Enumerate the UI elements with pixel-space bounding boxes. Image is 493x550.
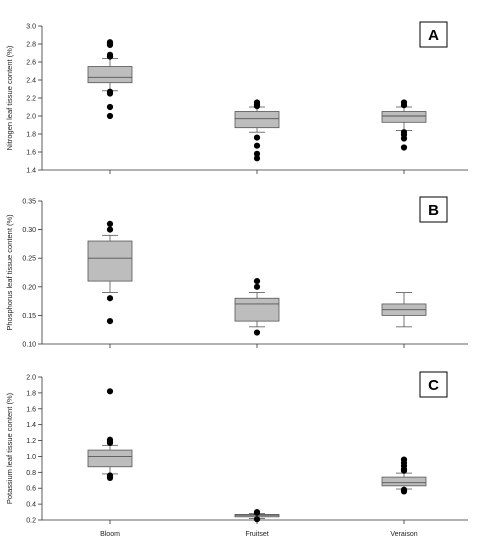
panel-a-y-tick-label: 2.2 bbox=[26, 96, 36, 103]
panel-a-veraison-box bbox=[381, 111, 427, 123]
panel-a-fruitset-outlier-point bbox=[253, 142, 261, 149]
panel-a-y-tick-label: 1.6 bbox=[26, 150, 36, 157]
panel-c-y-tick-label: 1.0 bbox=[26, 454, 36, 461]
panel-b-y-tick-label: 0.25 bbox=[22, 256, 36, 263]
panel-c-letter-frame bbox=[419, 371, 448, 398]
panel-a-fruitset-outlier-point bbox=[253, 134, 261, 141]
panel-c-veraison-outlier-point bbox=[400, 486, 408, 493]
panel-c-bloom-outlier-point bbox=[106, 472, 114, 479]
panel-a-letter: A bbox=[428, 27, 439, 44]
x-tick-label-fruitset: Fruitset bbox=[245, 531, 268, 538]
panel-c-y-tick-label: 1.6 bbox=[26, 406, 36, 413]
panel-b-bloom-outlier-point bbox=[106, 295, 114, 302]
panel-b-letter: B bbox=[428, 202, 439, 219]
panel-c-y-tick-label: 0.8 bbox=[26, 470, 36, 477]
panel-b-fruitset-box bbox=[234, 297, 280, 322]
panel-a-y-tick-label: 1.4 bbox=[26, 168, 36, 175]
panel-b-y-tick-label: 0.35 bbox=[22, 199, 36, 206]
panel-b-y-axis-label: Phosphorus leaf tissue content (%) bbox=[5, 214, 14, 331]
panel-b-y-tick-label: 0.10 bbox=[22, 342, 36, 349]
panel-b-bloom-box bbox=[87, 240, 133, 282]
panel-a-veraison-outlier-point bbox=[400, 99, 408, 106]
panel-a-fruitset-outlier-point bbox=[253, 150, 261, 157]
panel-c-y-tick-label: 2.0 bbox=[26, 375, 36, 382]
panel-a-y-axis-label: Nitrogen leaf tissue content (%) bbox=[5, 45, 14, 150]
panel-c-y-axis-label: Potassium leaf tissue content (%) bbox=[5, 392, 14, 504]
panel-a-fruitset-outlier-point bbox=[253, 99, 261, 106]
panel-c-bloom-outlier-point bbox=[106, 388, 114, 395]
panel-a-bloom-outlier-point bbox=[106, 88, 114, 95]
panel-a-bloom-outlier-point bbox=[106, 103, 114, 111]
panel-b-bloom-outlier-point bbox=[106, 220, 114, 227]
panel-c-y-tick-label: 0.6 bbox=[26, 486, 36, 493]
panel-a-fruitset-box bbox=[234, 111, 280, 129]
panel-a-letter-frame bbox=[419, 21, 448, 48]
panel-c-bloom-outlier-point bbox=[106, 436, 114, 443]
panel-b-y-tick-label: 0.30 bbox=[22, 227, 36, 234]
panel-c-y-tick-label: 1.8 bbox=[26, 390, 36, 397]
panel-c-veraison-box bbox=[381, 476, 427, 487]
panel-a-bloom-outlier-point bbox=[106, 39, 114, 46]
panel-b-letter-frame bbox=[419, 196, 448, 223]
panel-a-fruitset-outlier-point bbox=[253, 155, 261, 162]
panel-a-y-tick-label: 2.6 bbox=[26, 60, 36, 67]
panel-b-bloom-outlier-point bbox=[106, 226, 114, 233]
panel-c-y-tick-label: 1.2 bbox=[26, 438, 36, 445]
panel-c-fruitset-outlier-point bbox=[253, 508, 261, 516]
panel-a-y-tick-label: 1.8 bbox=[26, 132, 36, 139]
panel-b-y-tick-label: 0.15 bbox=[22, 313, 36, 320]
panel-a-y-tick-label: 2.8 bbox=[26, 42, 36, 49]
panel-a-y-tick-label: 3.0 bbox=[26, 24, 36, 31]
panel-b-y-tick-label: 0.20 bbox=[22, 284, 36, 291]
panel-b-fruitset-outlier-point bbox=[253, 277, 261, 285]
panel-b-fruitset-outlier-point bbox=[253, 329, 261, 336]
panel-c-bloom-box bbox=[87, 449, 133, 468]
panel-b-fruitset-outlier-point bbox=[253, 283, 261, 290]
panel-b-bloom-outlier-point bbox=[106, 318, 114, 325]
panel-a-bloom-outlier-point bbox=[106, 51, 114, 58]
x-tick-label-veraison: Veraison bbox=[390, 531, 417, 538]
panel-c-veraison-outlier-point bbox=[400, 456, 408, 463]
panel-c-letter: C bbox=[428, 377, 439, 394]
panel-c-y-tick-label: 0.2 bbox=[26, 518, 36, 525]
panel-a-bloom-outlier-point bbox=[106, 112, 114, 120]
panel-a-veraison-outlier-point bbox=[400, 129, 408, 136]
panel-c-fruitset-outlier-point bbox=[253, 516, 261, 523]
panel-a-y-tick-label: 2.4 bbox=[26, 78, 36, 85]
panel-a-veraison-outlier-point bbox=[400, 144, 408, 151]
x-tick-label-bloom: Bloom bbox=[100, 531, 120, 538]
panel-a-y-tick-label: 2.0 bbox=[26, 114, 36, 121]
panel-c-y-tick-label: 0.4 bbox=[26, 502, 36, 509]
panel-c-y-tick-label: 1.4 bbox=[26, 422, 36, 429]
panel-a-bloom-box bbox=[87, 66, 133, 84]
